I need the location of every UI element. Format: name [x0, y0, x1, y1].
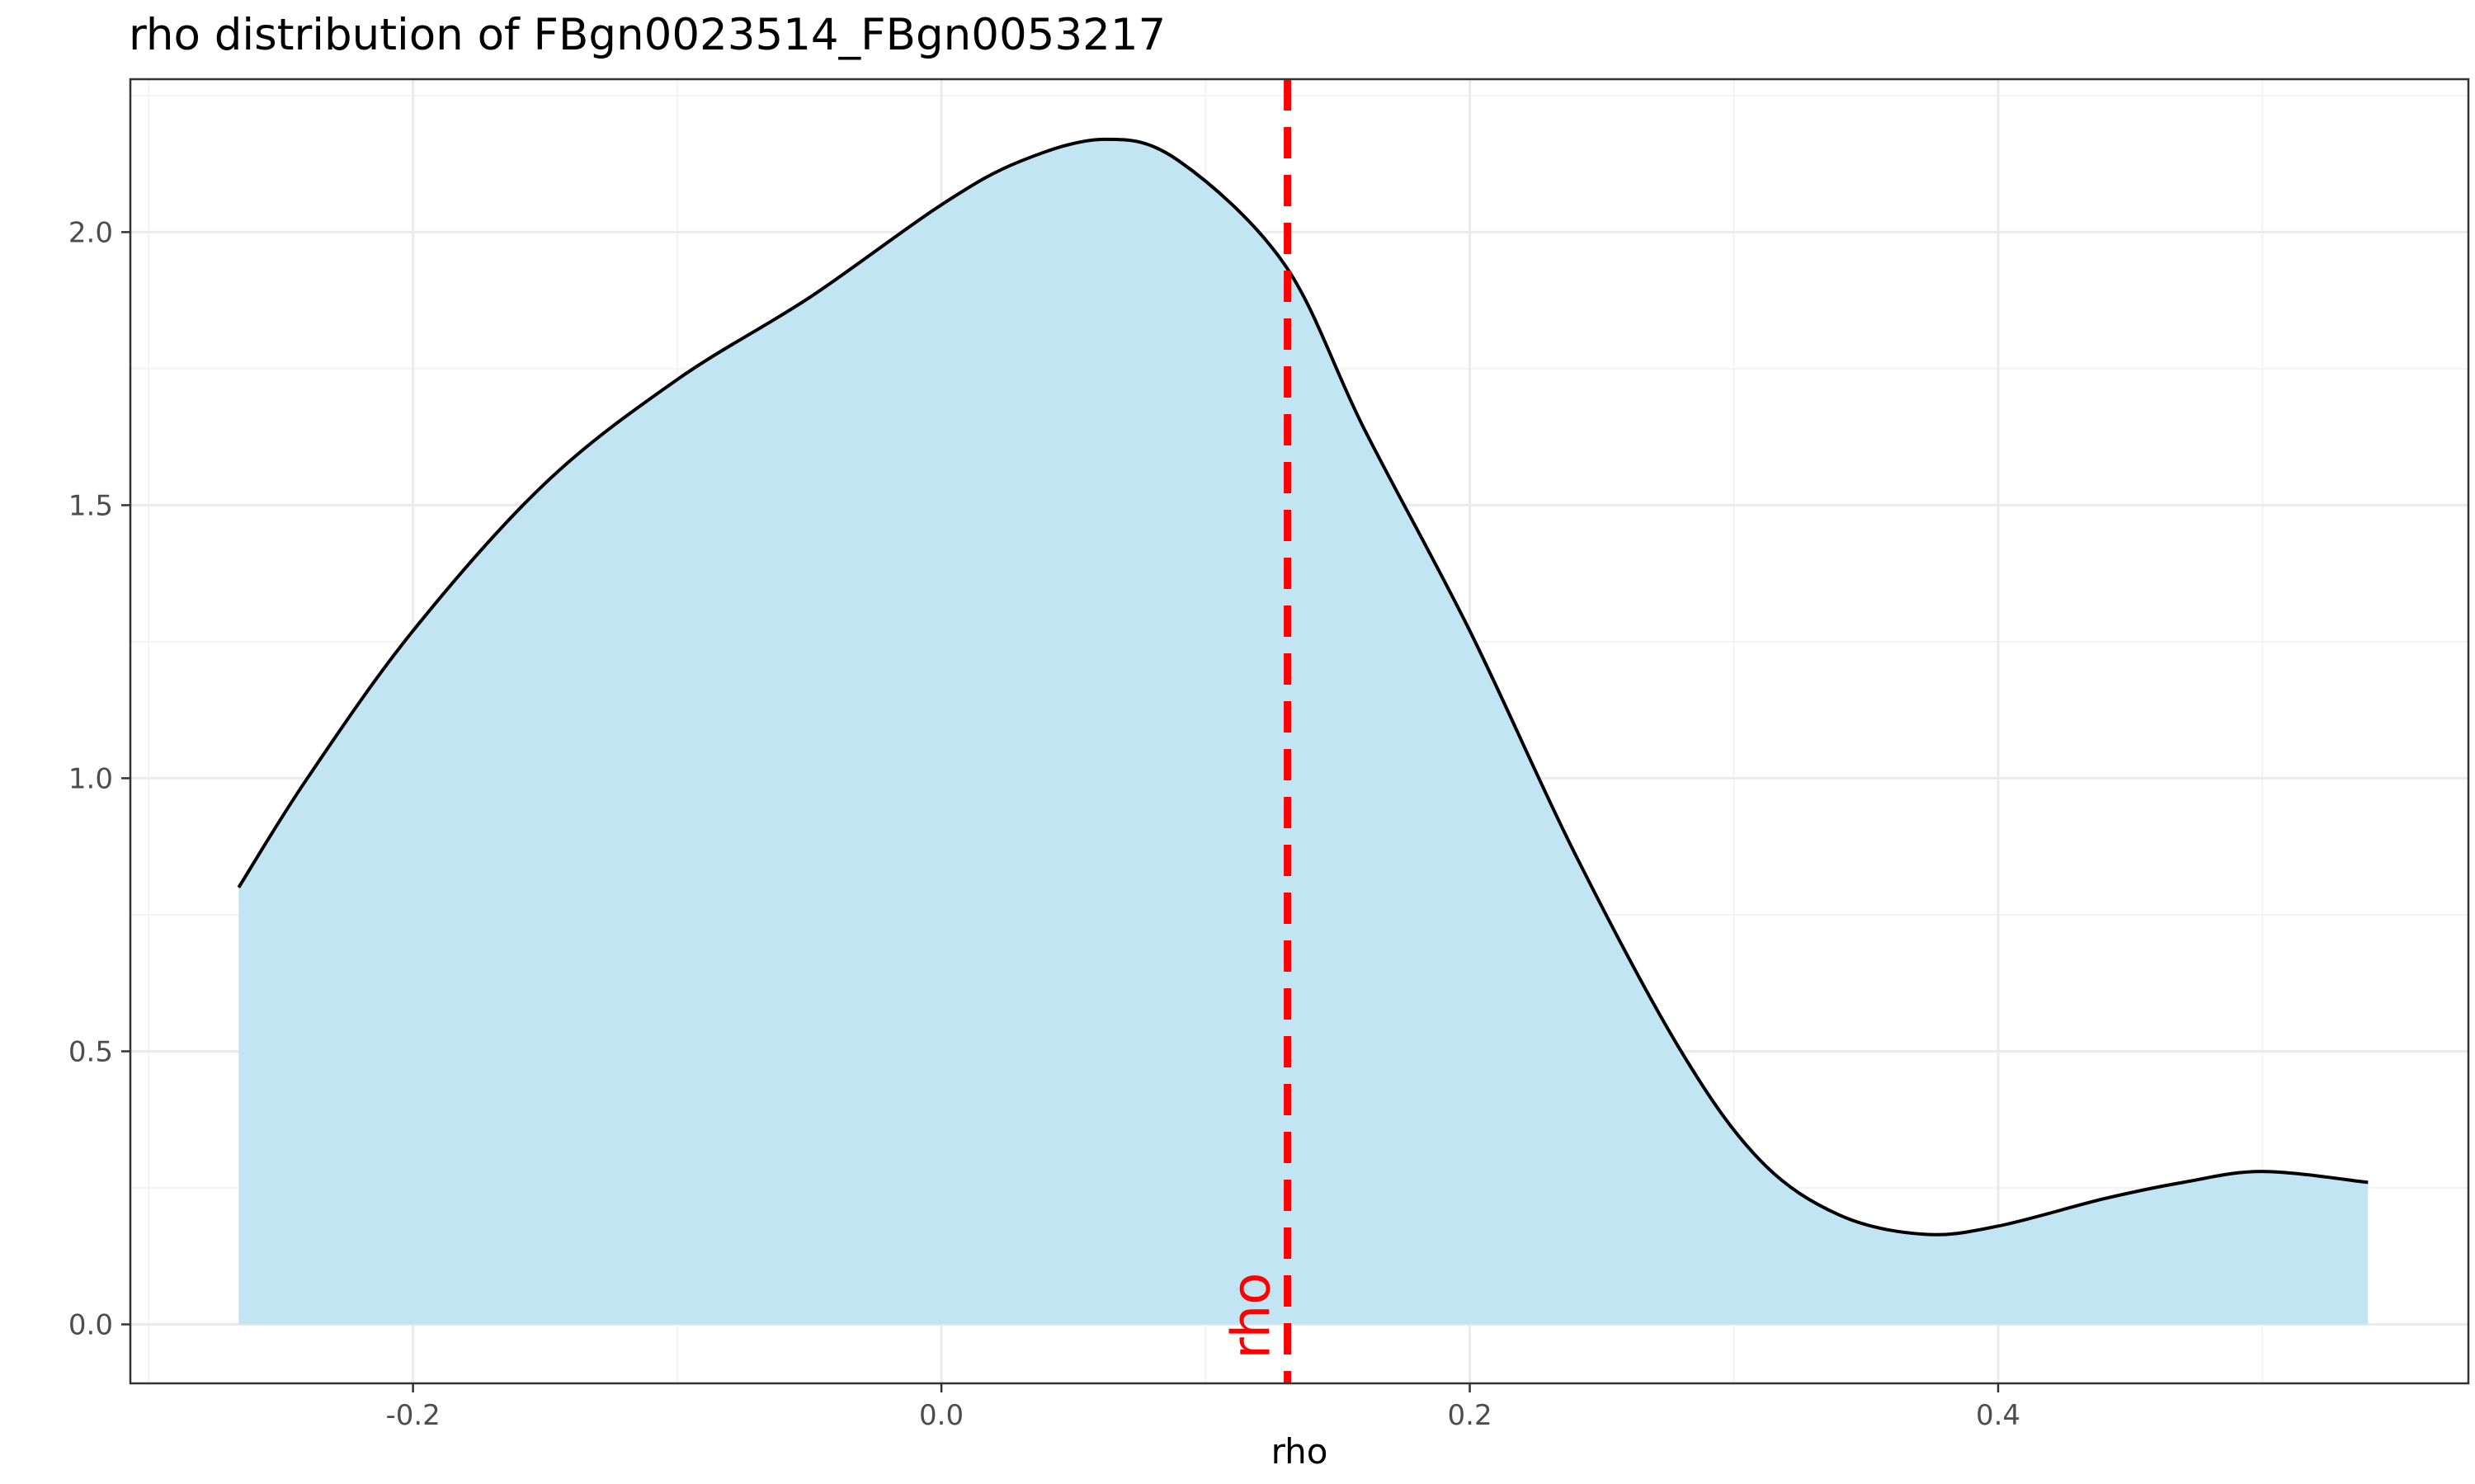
chart-title: rho distribution of FBgn0023514_FBgn0053… — [129, 10, 1166, 60]
y-tick-label: 1.5 — [68, 489, 113, 522]
axes: -0.2 0.0 0.2 0.4 0.0 0.5 1.0 1.5 2.0 — [68, 216, 2020, 1432]
x-tick-label: 0.0 — [919, 1399, 964, 1432]
y-tick-label: 1.0 — [68, 762, 113, 795]
density-area — [238, 139, 2369, 1325]
x-tick-label: -0.2 — [385, 1399, 440, 1432]
y-tick-label: 0.0 — [68, 1308, 113, 1341]
reference-vline-label: rho — [1222, 1273, 1283, 1359]
panel-border — [129, 78, 2470, 1385]
x-axis-title: rho — [1271, 1431, 1328, 1472]
density-line — [237, 137, 2369, 1237]
y-tick-label: 2.0 — [68, 216, 113, 249]
y-tick-label: 0.5 — [68, 1035, 113, 1068]
x-tick-label: 0.4 — [1976, 1399, 2020, 1432]
x-tick-label: 0.2 — [1448, 1399, 1492, 1432]
